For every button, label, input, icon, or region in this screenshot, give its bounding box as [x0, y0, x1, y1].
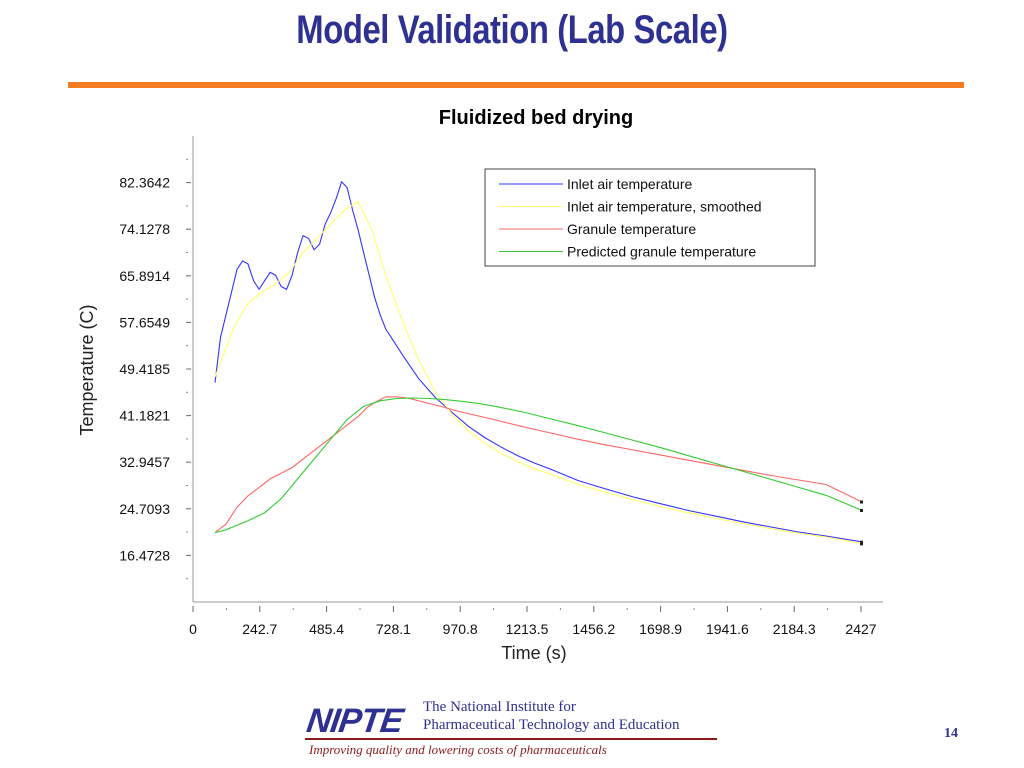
x-tick-label: 2184.3: [773, 621, 816, 637]
x-tick-label: 728.1: [376, 621, 411, 637]
x-tick-label: 485.4: [309, 621, 344, 637]
axes: 16.4728 24.7093 32.9457 41.1821 49.4185 57.65…: [119, 136, 883, 637]
x-tick-label: 0: [189, 621, 197, 637]
legend: Inlet air temperature Inlet air temperatu…: [484, 168, 816, 267]
chart-title: Fluidized bed drying: [439, 107, 633, 129]
y-tick-label: 41.1821: [119, 408, 170, 424]
series-lines: [214, 180, 863, 546]
series-line-1: [214, 180, 862, 543]
legend-box: [484, 168, 816, 267]
x-tick-label: 970.8: [443, 621, 478, 637]
y-axis-label: Temperature (C): [77, 304, 97, 435]
y-tick-label: 65.8914: [119, 268, 170, 284]
legend-label-4: Predicted granule temperature: [567, 244, 756, 260]
legend-label-2: Inlet air temperature, smoothed: [567, 199, 762, 215]
x-tick-label: 1213.5: [506, 621, 549, 637]
series-line-4: [214, 397, 862, 534]
institute-name-line1: The National Institute for: [423, 699, 576, 715]
y-tick-label: 24.7093: [119, 501, 170, 517]
x-tick-label: 242.7: [242, 621, 277, 637]
x-tick-label: 1941.6: [706, 621, 749, 637]
page-number: 14: [944, 726, 958, 741]
y-tick-label: 82.3642: [119, 175, 170, 191]
fluidized-bed-chart: Fluidized bed drying Time (s) Temperatur…: [77, 107, 883, 663]
nipte-logo-mark: NIPTE: [304, 702, 405, 740]
series-endpoint-2: [860, 542, 863, 546]
series-endpoint-1: [860, 540, 863, 544]
nipte-logo: NIPTE The National Institute for Pharmac…: [304, 696, 720, 760]
y-tick-label: 49.4185: [119, 361, 170, 377]
legend-label-1: Inlet air temperature: [567, 176, 692, 192]
title-divider: [68, 82, 964, 88]
series-line-2: [214, 200, 862, 544]
x-tick-label: 1456.2: [572, 621, 615, 637]
y-tick-label: 74.1278: [119, 221, 170, 237]
series-endpoint-4: [860, 508, 863, 512]
x-tick-label: 1698.9: [639, 621, 682, 637]
slide-title: Model Validation (Lab Scale): [296, 8, 728, 52]
y-tick-label: 16.4728: [119, 547, 170, 563]
y-tick-label: 57.6549: [119, 314, 170, 330]
x-axis-label: Time (s): [501, 643, 566, 663]
nipte-tagline: Improving quality and lowering costs of …: [309, 742, 607, 757]
x-tick-label: 2427: [845, 621, 876, 637]
legend-label-3: Granule temperature: [567, 221, 696, 237]
logo-divider: [305, 738, 717, 740]
series-line-3: [214, 396, 862, 534]
y-tick-label: 32.9457: [119, 454, 170, 470]
series-endpoint-3: [860, 500, 863, 504]
institute-name-line2: Pharmaceutical Technology and Education: [423, 717, 680, 733]
